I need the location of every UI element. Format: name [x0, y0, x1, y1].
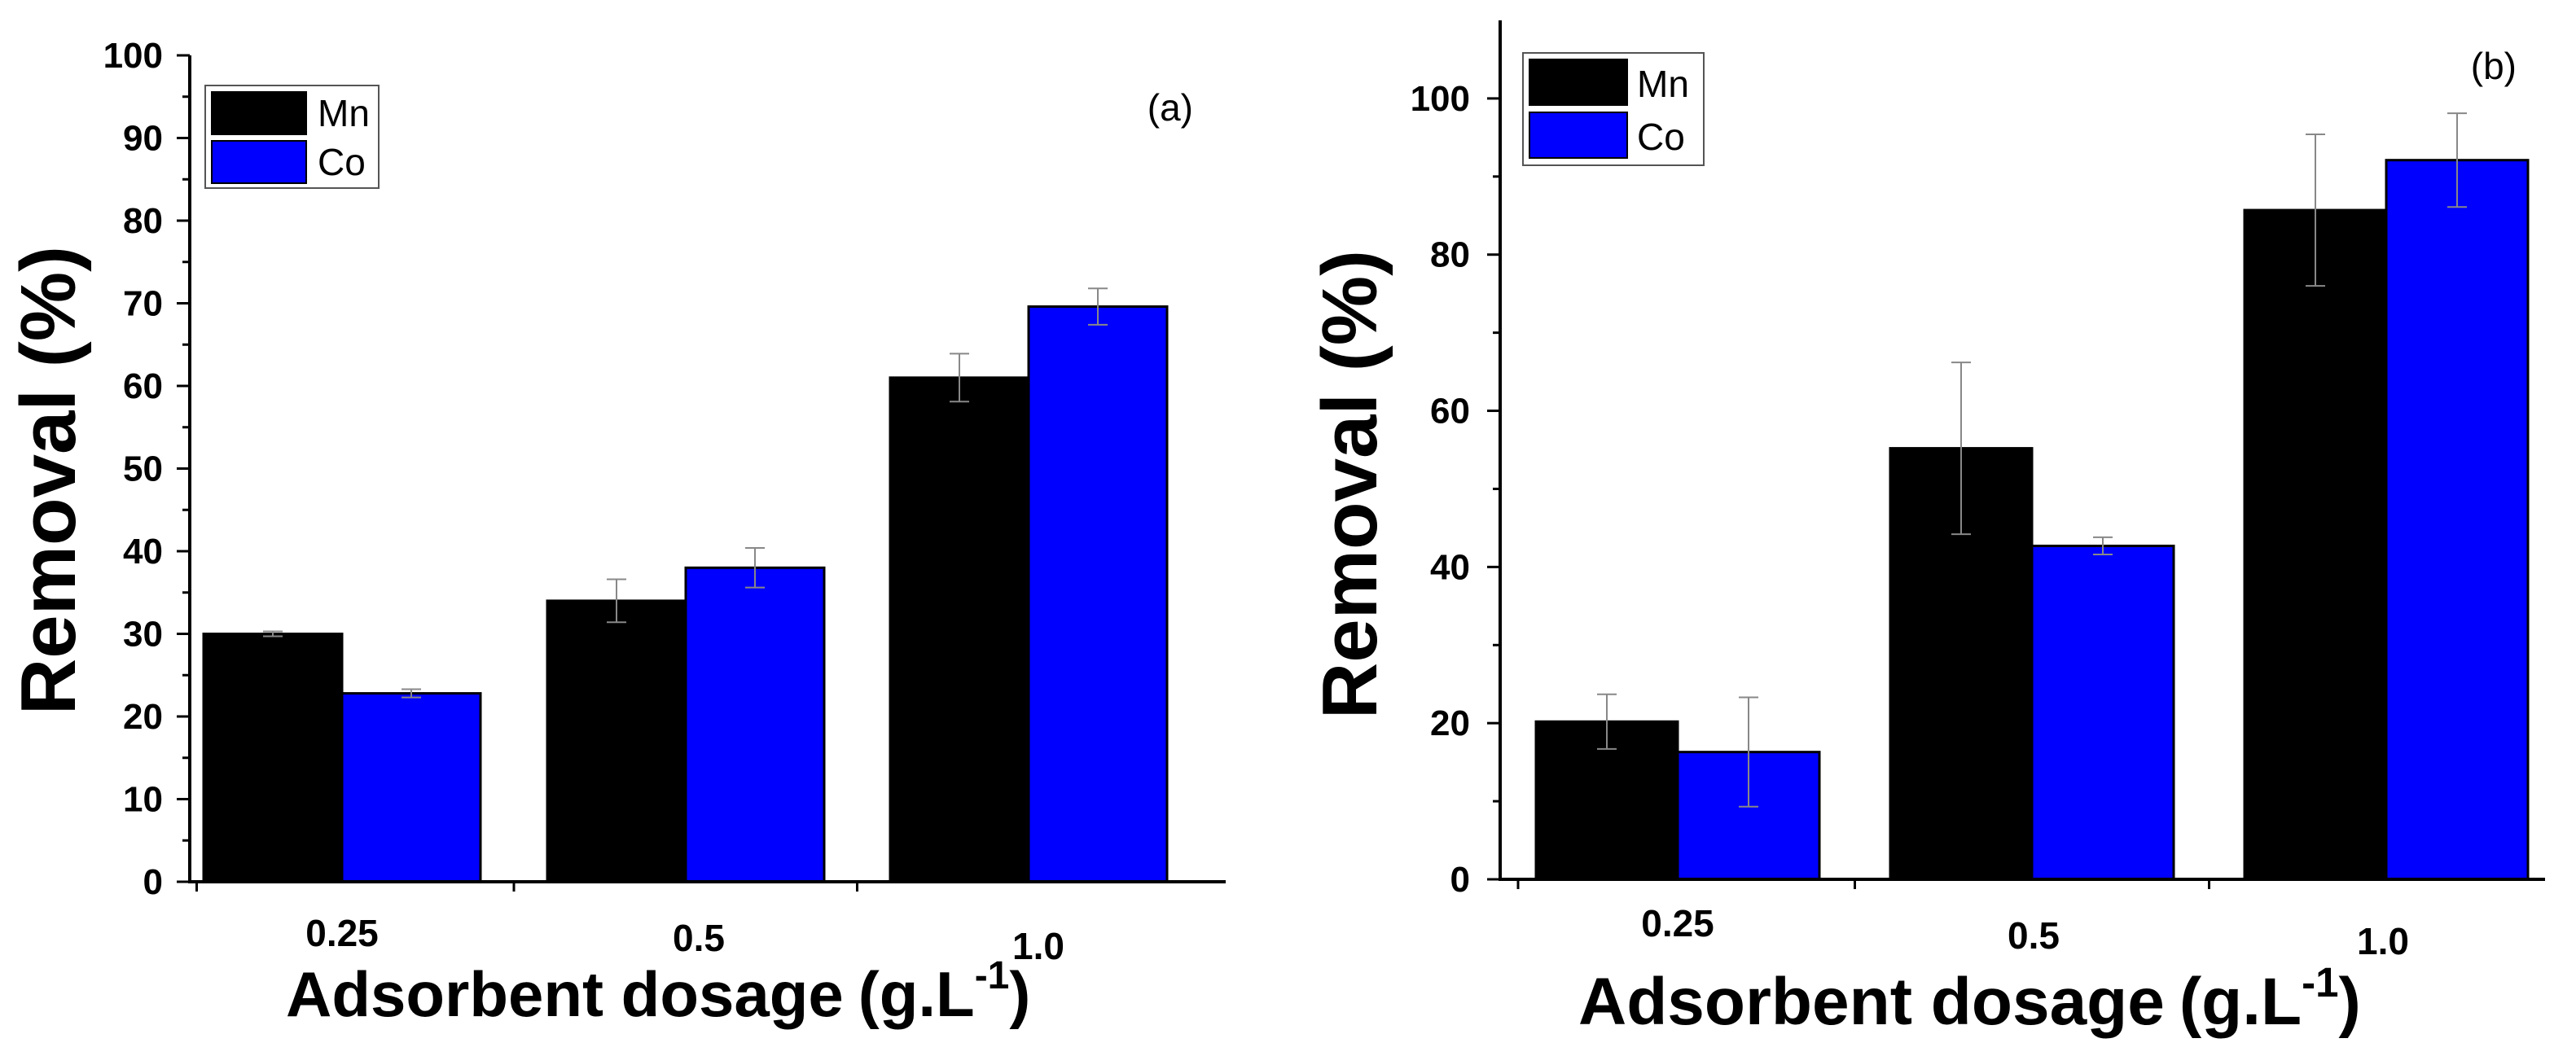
x-tick-label: 0.5 — [2008, 914, 2060, 957]
bar-mn-0_25 — [202, 633, 344, 883]
legend-label-mn: Mn — [1637, 63, 1689, 105]
x-axis-title-main: Adsorbent dosage — [286, 958, 844, 1030]
x-axis-title-unit-close: ) — [2339, 965, 2361, 1039]
y-tick-label: 80 — [1430, 235, 1470, 275]
y-axis-title: Removal (%) — [5, 246, 92, 715]
x-tick-label: 0.5 — [673, 917, 725, 959]
x-axis-title: Adsorbent dosage (g.L-1) — [1578, 959, 2361, 1039]
bar-co-1_0 — [2385, 159, 2530, 881]
legend-swatch-co — [211, 140, 307, 184]
x-axis-title-exponent: -1 — [975, 954, 1010, 997]
chart-panel-a: 0 10 20 30 40 50 60 70 80 90 100 0.25 0.5 1.0 Removal … — [5, 36, 1226, 1030]
y-tick-label: 10 — [123, 780, 163, 820]
x-axis-title-unit: (g.L — [858, 958, 975, 1030]
y-tick-label: 40 — [1430, 547, 1470, 587]
y-tick-label: 40 — [123, 532, 163, 572]
panel-label: (a) — [1148, 86, 1193, 129]
x-tick-label: 0.25 — [305, 912, 379, 954]
y-tick-label: 90 — [123, 119, 163, 159]
y-tick-label: 60 — [123, 366, 163, 406]
bar-mn-1_0 — [889, 376, 1030, 883]
y-tick-label: 100 — [103, 36, 163, 76]
y-tick-label: 20 — [1430, 703, 1470, 743]
y-tick-label: 30 — [123, 615, 163, 655]
x-axis-title: Adsorbent dosage (g.L-1) — [286, 954, 1030, 1030]
x-axis-title-unit: (g.L — [2179, 965, 2302, 1039]
bar-co-0_25 — [340, 692, 482, 883]
bar-mn-0_5 — [546, 599, 687, 883]
legend-swatch-mn — [1529, 59, 1628, 106]
panel-label: (b) — [2471, 45, 2517, 87]
x-axis-title-exponent: -1 — [2302, 959, 2338, 1006]
y-tick-label: 0 — [1450, 860, 1470, 900]
y-tick-label: 100 — [1411, 79, 1470, 119]
y-axis-title: Removal (%) — [1306, 250, 1393, 719]
bar-co-1_0 — [1027, 305, 1169, 883]
x-tick-label: 1.0 — [1012, 925, 1064, 967]
bar-co-0_5 — [2030, 544, 2175, 881]
y-tick-label: 20 — [123, 697, 163, 737]
legend-swatch-mn — [211, 91, 307, 135]
x-axis-title-main: Adsorbent dosage — [1578, 965, 2165, 1039]
y-tick-label: 0 — [143, 862, 163, 902]
x-axis-title-unit-close: ) — [1009, 958, 1030, 1030]
bar-co-0_5 — [684, 566, 826, 883]
x-tick-label: 0.25 — [1641, 902, 1714, 944]
legend-label-co: Co — [318, 141, 366, 183]
y-tick-label: 80 — [123, 201, 163, 241]
x-tick-label: 1.0 — [2357, 920, 2409, 962]
y-tick-label: 60 — [1430, 392, 1470, 432]
bar-mn-1_0 — [2243, 208, 2388, 881]
y-tick-label: 70 — [123, 284, 163, 324]
y-tick-label: 50 — [123, 449, 163, 489]
legend-label-co: Co — [1637, 116, 1685, 158]
chart-panel-b: 0 20 40 60 80 100 0.25 0.5 1.0 Removal (%) Adsorbe… — [1306, 20, 2545, 1039]
legend-label-mn: Mn — [318, 92, 370, 134]
legend-swatch-co — [1529, 112, 1628, 159]
